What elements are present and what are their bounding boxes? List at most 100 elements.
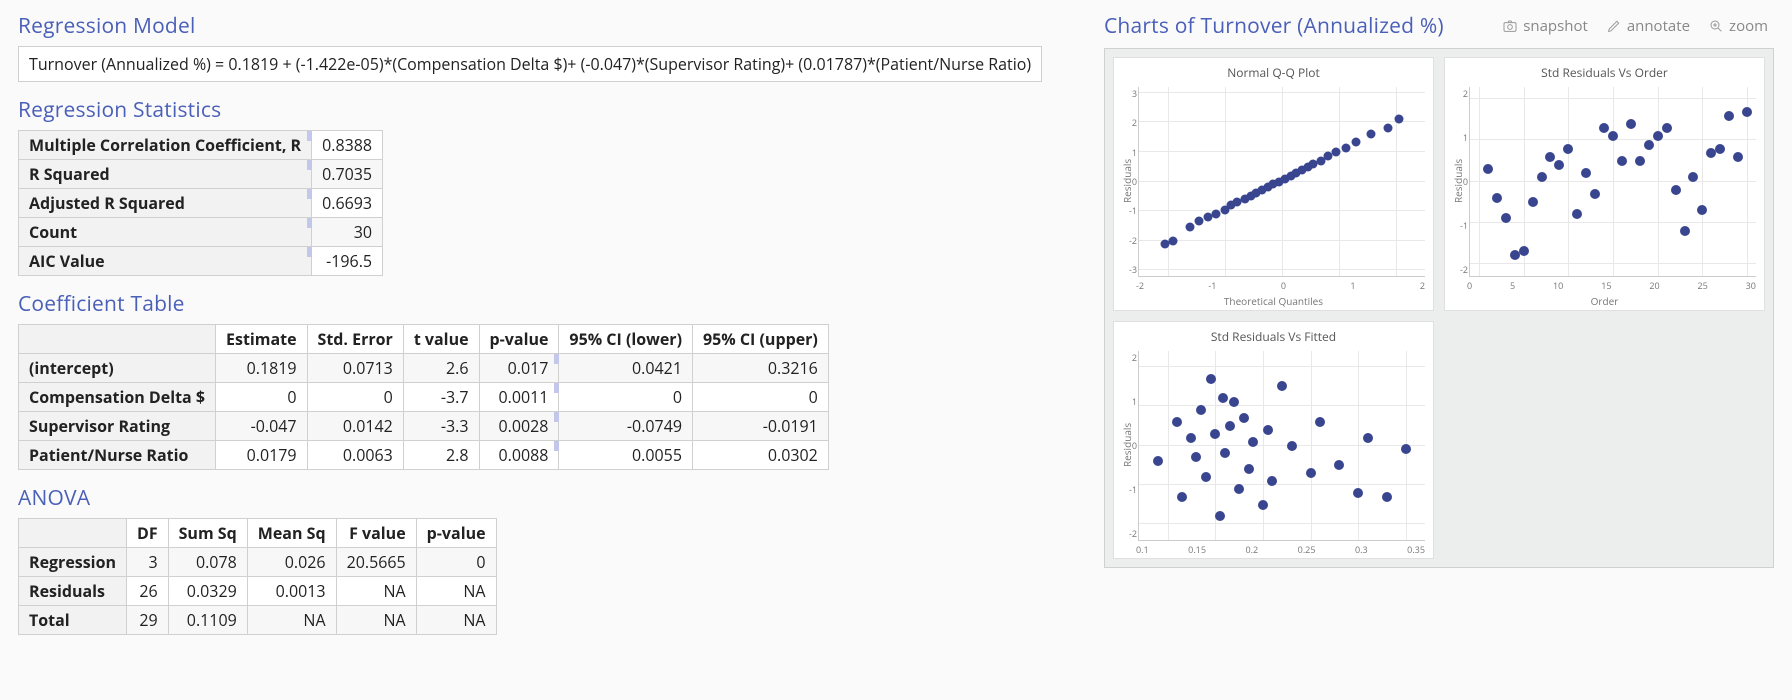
chart-point: [1662, 123, 1672, 133]
chart-point: [1635, 156, 1645, 166]
chart-point: [1334, 460, 1344, 470]
coef-cell: 0.0063: [307, 441, 403, 470]
coef-cell: 0.0142: [307, 412, 403, 441]
chart-point: [1563, 144, 1573, 154]
chart-point: [1306, 468, 1316, 478]
chart-point: [1287, 441, 1297, 451]
chart-point: [1258, 500, 1268, 510]
coef-header: Std. Error: [307, 325, 403, 354]
chart-point: [1229, 397, 1239, 407]
chart-point: [1363, 433, 1373, 443]
chart-point: [1519, 246, 1529, 256]
anova-cell: 3: [126, 548, 168, 577]
snapshot-label: snapshot: [1523, 16, 1588, 36]
chart-point: [1191, 452, 1201, 462]
anova-table: DFSum SqMean SqF valuep-valueRegression3…: [18, 518, 497, 635]
chart-point: [1196, 405, 1206, 415]
chart-xlabel: Theoretical Quantiles: [1118, 294, 1429, 308]
chart-point: [1244, 464, 1254, 474]
anova-row-name: Total: [19, 606, 127, 635]
coef-cell: 0: [307, 383, 403, 412]
chart-point: [1528, 197, 1538, 207]
anova-cell: NA: [336, 606, 416, 635]
chart-point: [1590, 189, 1600, 199]
anova-cell: 20.5665: [336, 548, 416, 577]
coef-cell: 0.0011: [479, 383, 559, 412]
anova-cell: 0: [416, 548, 496, 577]
chart-point: [1545, 152, 1555, 162]
pencil-icon: [1606, 18, 1622, 34]
chart-point: [1172, 417, 1182, 427]
coef-header: Estimate: [216, 325, 308, 354]
chart-xlabel: Order: [1449, 294, 1760, 308]
chart-point: [1153, 456, 1163, 466]
anova-cell: 0.1109: [168, 606, 247, 635]
chart-plot-area: 210-1-2: [1469, 87, 1756, 277]
coef-cell: 0: [692, 383, 828, 412]
chart-point: [1332, 147, 1341, 156]
chart-point: [1653, 131, 1663, 141]
zoom-label: zoom: [1729, 16, 1768, 36]
coef-header: [19, 325, 216, 354]
coef-cell: 0.0302: [692, 441, 828, 470]
chart-point: [1177, 492, 1187, 502]
stats-row-label: Count: [19, 218, 312, 247]
chart-fitted[interactable]: Std Residuals Vs FittedResiduals210-1-20…: [1113, 321, 1434, 559]
chart-point: [1352, 137, 1361, 146]
chart-point: [1267, 476, 1277, 486]
annotate-button[interactable]: annotate: [1606, 16, 1690, 36]
chart-point: [1315, 417, 1325, 427]
anova-header: Mean Sq: [247, 519, 336, 548]
coef-header: t value: [403, 325, 479, 354]
stats-row-value: 0.8388: [312, 131, 383, 160]
chart-point: [1248, 437, 1258, 447]
camera-icon: [1502, 18, 1518, 34]
zoom-icon: [1708, 18, 1724, 34]
chart-title: Std Residuals Vs Fitted: [1118, 328, 1429, 345]
section-title-coef: Coefficient Table: [18, 290, 1082, 318]
stats-table: Multiple Correlation Coefficient, R0.838…: [18, 130, 383, 276]
chart-qq[interactable]: Normal Q-Q PlotResiduals3210-1-2-3-2-101…: [1113, 57, 1434, 311]
chart-point: [1169, 236, 1178, 245]
anova-cell: 0.078: [168, 548, 247, 577]
chart-point: [1608, 131, 1618, 141]
zoom-button[interactable]: zoom: [1708, 16, 1768, 36]
chart-point: [1644, 140, 1654, 150]
chart-point: [1671, 185, 1681, 195]
chart-point: [1724, 111, 1734, 121]
right-panel: Charts of Turnover (Annualized %) snapsh…: [1100, 0, 1792, 700]
chart-point: [1353, 488, 1363, 498]
coef-table: EstimateStd. Errort valuep-value95% CI (…: [18, 324, 829, 470]
chart-point: [1212, 209, 1221, 218]
chart-point: [1277, 381, 1287, 391]
coef-cell: -0.0191: [692, 412, 828, 441]
section-title-anova: ANOVA: [18, 484, 1082, 512]
chart-point: [1215, 511, 1225, 521]
coef-header: p-value: [479, 325, 559, 354]
chart-point: [1599, 123, 1609, 133]
anova-cell: NA: [416, 577, 496, 606]
coef-cell: 0.0055: [559, 441, 693, 470]
chart-order[interactable]: Std Residuals Vs OrderResiduals210-1-205…: [1444, 57, 1765, 311]
charts-panel: Normal Q-Q PlotResiduals3210-1-2-3-2-101…: [1104, 48, 1774, 568]
anova-cell: 0.026: [247, 548, 336, 577]
chart-point: [1225, 421, 1235, 431]
stats-row-label: Adjusted R Squared: [19, 189, 312, 218]
chart-point: [1342, 143, 1351, 152]
chart-point: [1239, 413, 1249, 423]
coef-cell: 0.1819: [216, 354, 308, 383]
snapshot-button[interactable]: snapshot: [1502, 16, 1588, 36]
coef-cell: -0.0749: [559, 412, 693, 441]
coef-header: 95% CI (lower): [559, 325, 693, 354]
coef-cell: 0.3216: [692, 354, 828, 383]
anova-row-name: Regression: [19, 548, 127, 577]
charts-toolbar: snapshot annotate zoom: [1502, 16, 1774, 36]
anova-header: Sum Sq: [168, 519, 247, 548]
stats-row-label: Multiple Correlation Coefficient, R: [19, 131, 312, 160]
section-title-stats: Regression Statistics: [18, 96, 1082, 124]
chart-plot-area: 210-1-2: [1138, 351, 1425, 541]
chart-title: Std Residuals Vs Order: [1449, 64, 1760, 81]
coef-row-name: (intercept): [19, 354, 216, 383]
chart-point: [1537, 172, 1547, 182]
chart-point: [1554, 160, 1564, 170]
